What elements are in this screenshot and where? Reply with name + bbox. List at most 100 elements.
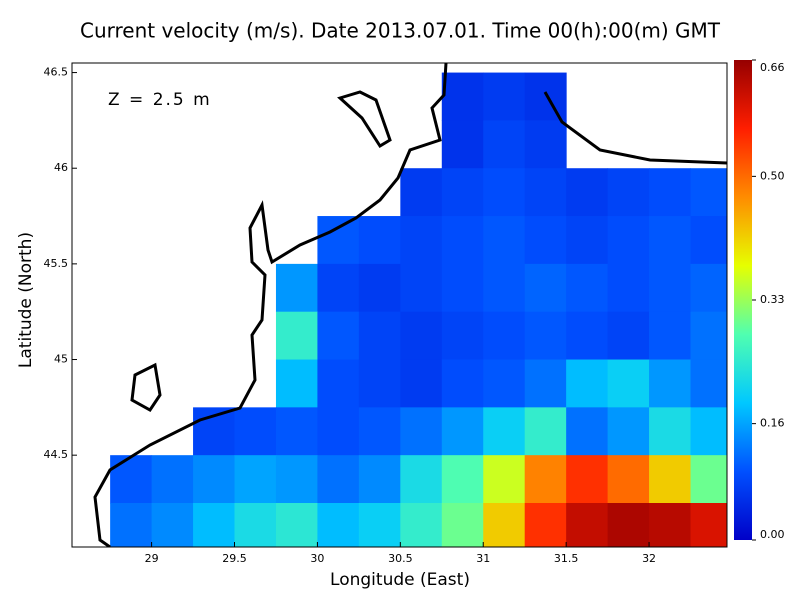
speed-cell — [690, 407, 727, 456]
speed-cell — [358, 407, 401, 456]
speed-cell — [317, 503, 360, 547]
y-tick-label: 45.5 — [44, 257, 69, 270]
speed-cell — [358, 311, 401, 361]
speed-cell — [607, 216, 650, 265]
speed-cell — [441, 407, 484, 456]
y-tick-label: 45 — [54, 353, 68, 366]
speed-cell — [193, 455, 236, 504]
speed-cell — [649, 168, 692, 217]
x-axis-label: Longitude (East) — [330, 570, 470, 590]
speed-cell — [275, 407, 318, 456]
speed-cell — [483, 72, 526, 121]
speed-cell — [483, 216, 526, 265]
speed-cell — [524, 263, 567, 313]
x-tick-label: 31.5 — [554, 552, 579, 565]
speed-cell — [607, 359, 650, 408]
x-tick-label: 31 — [476, 552, 490, 565]
colorbar-tick-label: 0.16 — [760, 417, 785, 430]
speed-cell — [690, 455, 727, 504]
speed-cell — [317, 359, 360, 408]
speed-cell — [400, 455, 443, 504]
colorbar — [734, 60, 752, 540]
colorbar-tick-label: 0.50 — [760, 169, 785, 182]
speed-cell — [607, 263, 650, 313]
speed-cell — [649, 359, 692, 408]
speed-cell — [649, 407, 692, 456]
speed-cell — [524, 72, 567, 121]
speed-cell — [690, 311, 727, 361]
speed-cell — [483, 455, 526, 504]
speed-cell — [524, 503, 567, 547]
speed-cell — [441, 120, 484, 169]
speed-cell — [234, 407, 277, 456]
plot-frame — [71, 62, 728, 548]
x-tick-label: 29.5 — [222, 552, 247, 565]
speed-cell — [607, 311, 650, 361]
speed-cell — [358, 455, 401, 504]
speed-cell — [110, 455, 153, 504]
speed-cell — [607, 455, 650, 504]
chart-title: Current velocity (m/s). Date 2013.07.01.… — [80, 19, 721, 43]
speed-cell — [317, 263, 360, 313]
speed-cell — [649, 311, 692, 361]
speed-cell — [690, 503, 727, 547]
speed-cell — [566, 168, 609, 217]
speed-cell — [524, 407, 567, 456]
speed-cell — [566, 216, 609, 265]
speed-cell — [649, 263, 692, 313]
x-tick-label: 30.5 — [388, 552, 413, 565]
speed-cell — [524, 120, 567, 169]
speed-cell — [524, 311, 567, 361]
speed-cell — [275, 263, 318, 313]
y-tick-label: 46.5 — [44, 66, 69, 79]
depth-annotation: Z = 2.5 m — [108, 90, 212, 110]
speed-cell — [483, 168, 526, 217]
y-tick-label: 46 — [54, 161, 68, 174]
speed-cell — [566, 263, 609, 313]
speed-cell — [649, 455, 692, 504]
speed-cell — [483, 120, 526, 169]
colorbar-tick-label: 0.00 — [760, 528, 785, 541]
speed-cell — [400, 359, 443, 408]
speed-cell — [275, 359, 318, 408]
speed-cell — [483, 359, 526, 408]
speed-cell — [566, 407, 609, 456]
speed-cell — [483, 503, 526, 547]
speed-cell — [317, 311, 360, 361]
colorbar-tick-label: 0.66 — [760, 61, 785, 74]
speed-cell — [524, 359, 567, 408]
speed-cell — [524, 455, 567, 504]
speed-cell — [483, 263, 526, 313]
speed-cell — [400, 311, 443, 361]
speed-cell — [110, 503, 153, 547]
speed-cell — [441, 455, 484, 504]
speed-cell — [566, 503, 609, 547]
speed-cell — [690, 168, 727, 217]
speed-cell — [690, 216, 727, 265]
speed-cell — [566, 311, 609, 361]
colorbar-tick-label: 0.33 — [760, 293, 785, 306]
speed-cell — [234, 503, 277, 547]
speed-cell — [441, 311, 484, 361]
speed-cell — [400, 168, 443, 217]
speed-cell — [607, 503, 650, 547]
speed-cell — [400, 503, 443, 547]
speed-cell — [441, 359, 484, 408]
speed-cell — [275, 311, 318, 361]
speed-cell — [607, 168, 650, 217]
speed-cell — [400, 216, 443, 265]
speed-cell — [483, 311, 526, 361]
speed-cell — [400, 407, 443, 456]
speed-cell — [483, 407, 526, 456]
speed-cell — [358, 503, 401, 547]
x-tick-label: 32 — [642, 552, 656, 565]
speed-cell — [400, 263, 443, 313]
speed-cell — [441, 72, 484, 121]
speed-cell — [649, 216, 692, 265]
speed-cell — [690, 359, 727, 408]
speed-cell — [607, 407, 650, 456]
x-tick-label: 29 — [145, 552, 159, 565]
speed-cell — [524, 216, 567, 265]
